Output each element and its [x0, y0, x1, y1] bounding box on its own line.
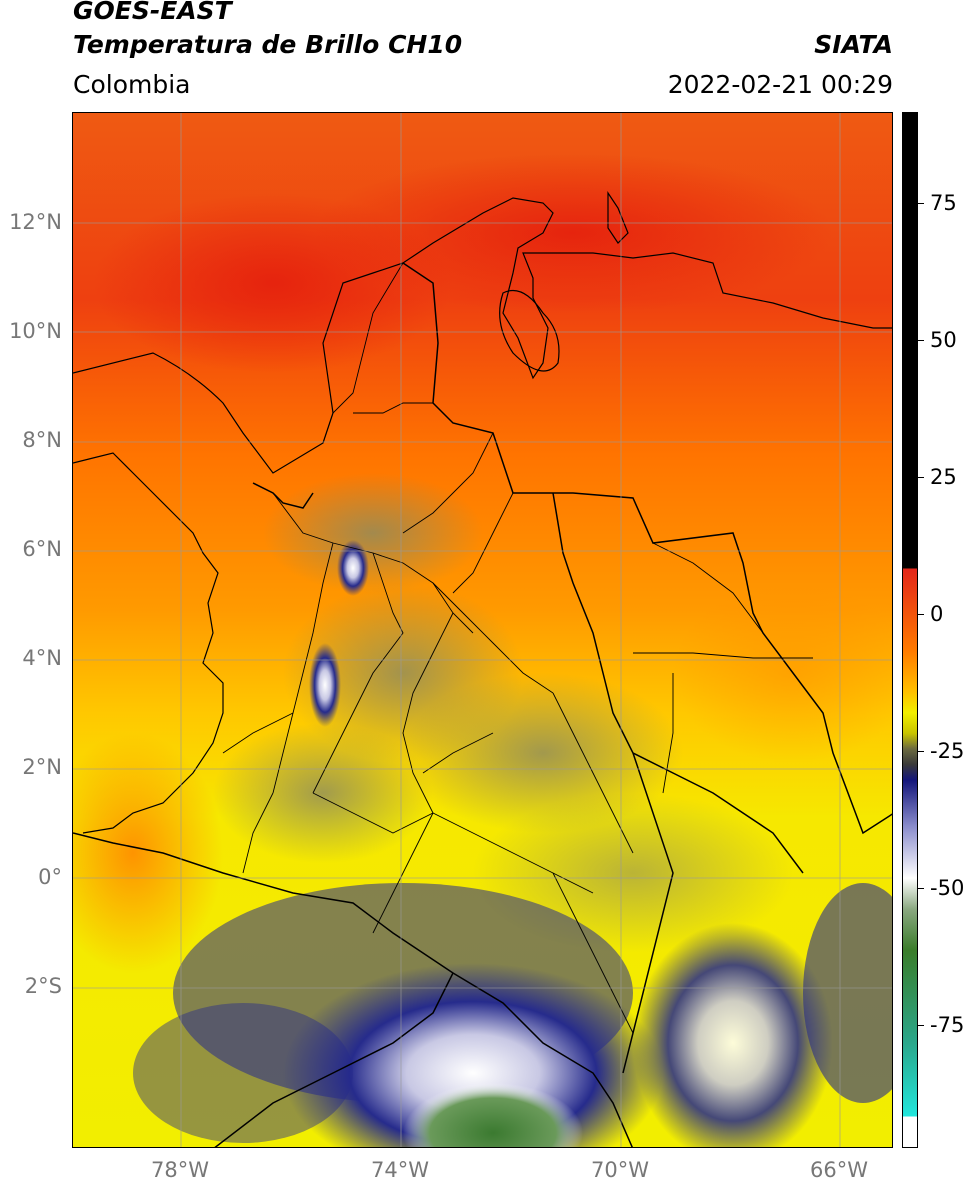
colorbar-label-0: 0 — [930, 602, 944, 626]
agency-label: SIATA — [814, 30, 893, 59]
lat-label-2s: 2°S — [24, 974, 62, 998]
title-product: Temperatura de Brillo CH10 — [73, 30, 463, 59]
lat-label-12n: 12°N — [9, 210, 62, 234]
lon-label-70w: 70°W — [591, 1158, 649, 1182]
lat-label-6n: 6°N — [22, 537, 62, 561]
colorbar-label-neg50: -50 — [930, 876, 965, 900]
colorbar-tick — [918, 340, 924, 341]
lat-label-0: 0° — [38, 865, 62, 889]
colorbar-gradient — [903, 113, 917, 1147]
lon-label-78w: 78°W — [151, 1158, 209, 1182]
map-panel[interactable] — [72, 112, 893, 1148]
lat-label-2n: 2°N — [22, 755, 62, 779]
colorbar-tick — [918, 477, 924, 478]
colorbar-tick — [918, 751, 924, 752]
lon-label-74w: 74°W — [371, 1158, 429, 1182]
lat-label-8n: 8°N — [22, 428, 62, 452]
colorbar-tick — [918, 1025, 924, 1026]
colorbar-label-neg25: -25 — [930, 739, 965, 763]
datetime-label: 2022-02-21 00:29 — [667, 70, 893, 99]
title-satellite: GOES-EAST — [73, 0, 232, 25]
lat-label-4n: 4°N — [22, 646, 62, 670]
colorbar-label-75: 75 — [930, 191, 957, 215]
colorbar-label-25: 25 — [930, 465, 957, 489]
colorbar-tick — [918, 614, 924, 615]
graticule — [73, 113, 892, 1147]
subtitle-region: Colombia — [73, 70, 191, 99]
colorbar-tick — [918, 888, 924, 889]
department-borders — [222, 262, 813, 1034]
colorbar-label-neg75: -75 — [930, 1013, 965, 1037]
lon-label-66w: 66°W — [810, 1158, 868, 1182]
brightness-temperature-map — [73, 113, 892, 1147]
colorbar — [902, 112, 918, 1148]
colorbar-label-50: 50 — [930, 328, 957, 352]
colorbar-tick — [918, 203, 924, 204]
lat-label-10n: 10°N — [9, 319, 62, 343]
